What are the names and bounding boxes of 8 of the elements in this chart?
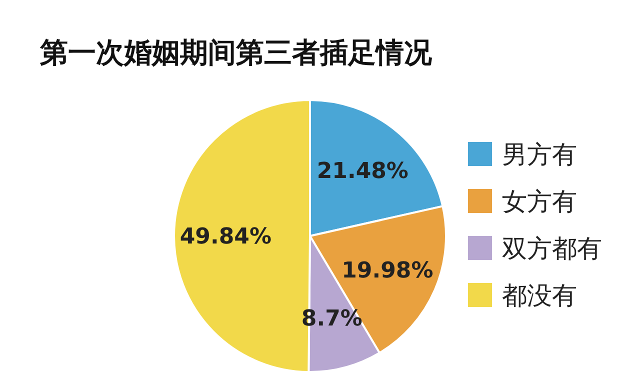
data-label: 49.84% [180,224,272,250]
legend-label: 男方有 [502,140,577,169]
legend-label: 都没有 [502,281,577,310]
legend-label: 双方都有 [502,234,602,263]
chart-title: 第一次婚姻期间第三者插足情况 [39,36,433,69]
data-label: 19.98% [342,258,434,284]
data-label: 21.48% [316,159,408,184]
legend-label: 女方有 [502,187,577,216]
